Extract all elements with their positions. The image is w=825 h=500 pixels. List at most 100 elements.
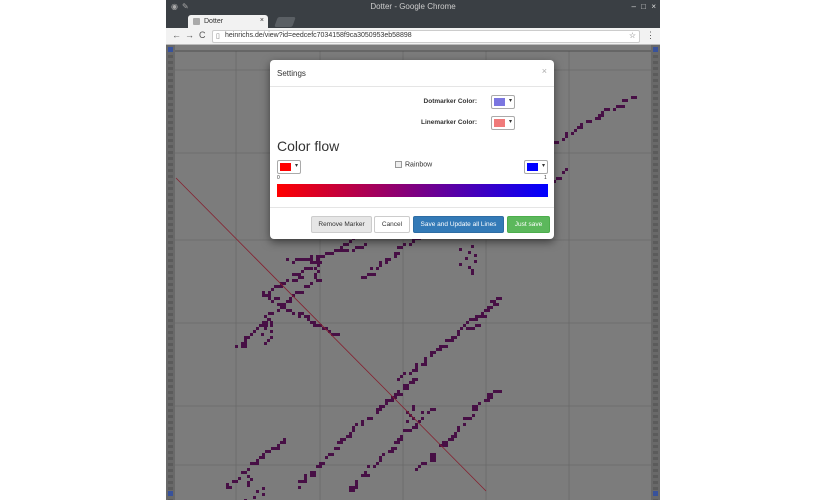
dot-marker — [397, 252, 400, 255]
dot-marker — [457, 330, 460, 333]
reload-button[interactable]: C — [199, 30, 206, 40]
dotmarker-color-picker[interactable]: ▾ — [491, 95, 515, 109]
dot-marker — [307, 315, 310, 318]
remove-marker-button[interactable]: Remove Marker — [311, 216, 372, 233]
save-update-all-lines-button[interactable]: Save and Update all Lines — [413, 216, 504, 233]
dot-marker — [331, 252, 334, 255]
dot-marker — [415, 366, 418, 369]
dot-marker — [403, 384, 406, 387]
dot-marker — [418, 465, 421, 468]
ruler-tick — [653, 163, 658, 166]
ruler-tick — [653, 85, 658, 88]
url-input[interactable]: ▯ heinrichs.de/view?id=eedcefc7034158f9c… — [212, 30, 640, 43]
dot-marker — [301, 270, 304, 273]
dot-marker — [373, 273, 376, 276]
ruler-tick — [653, 451, 658, 454]
page-info-icon[interactable]: ▯ — [216, 33, 220, 40]
ruler-tick — [168, 247, 173, 250]
forward-button[interactable]: → — [185, 30, 194, 40]
tab-dotter[interactable]: Dotter × — [188, 15, 268, 28]
dot-marker — [367, 465, 370, 468]
cancel-button[interactable]: Cancel — [374, 216, 410, 233]
rainbow-checkbox[interactable]: Rainbow — [395, 161, 432, 168]
dot-marker — [433, 351, 436, 354]
dot-marker — [484, 315, 487, 318]
dot-marker — [244, 342, 247, 345]
dot-marker — [301, 291, 304, 294]
dot-marker — [262, 324, 265, 327]
dot-marker — [277, 447, 280, 450]
dot-marker — [352, 249, 355, 252]
dot-marker — [325, 456, 328, 459]
flow-end-color-picker[interactable]: ▾ — [524, 160, 548, 174]
dot-marker — [361, 423, 364, 426]
dot-marker — [247, 481, 250, 484]
dot-plot[interactable] — [166, 45, 660, 500]
ruler-tick — [653, 259, 658, 262]
close-window-button[interactable]: × — [651, 2, 656, 11]
dot-marker — [430, 408, 433, 411]
dot-marker — [427, 411, 430, 414]
flow-end-swatch — [527, 163, 538, 171]
dot-marker — [478, 324, 481, 327]
dot-marker — [283, 282, 286, 285]
dot-marker — [487, 396, 490, 399]
linemarker-color-picker[interactable]: ▾ — [491, 116, 515, 130]
dot-marker — [433, 456, 436, 459]
ruler-tick — [653, 229, 658, 232]
flow-start-color-picker[interactable]: ▾ — [277, 160, 301, 174]
dot-marker — [314, 267, 317, 270]
dot-marker — [364, 243, 367, 246]
dot-marker — [499, 390, 502, 393]
back-button[interactable]: ← — [172, 30, 181, 40]
dot-marker — [475, 324, 478, 327]
close-icon[interactable]: × — [541, 66, 547, 76]
dot-marker — [253, 462, 256, 465]
bookmark-star-icon[interactable]: ☆ — [628, 31, 636, 40]
dot-marker — [280, 306, 283, 309]
dot-marker — [314, 261, 317, 264]
dot-marker — [448, 438, 451, 441]
ruler-tick — [168, 109, 173, 112]
dot-marker — [286, 309, 289, 312]
dot-plot-canvas[interactable]: Settings × Dotmarker Color: ▾ Linemarker… — [166, 45, 660, 500]
dot-marker — [595, 117, 598, 120]
ruler-tick — [168, 409, 173, 412]
dot-marker — [343, 243, 346, 246]
ruler-tick — [168, 187, 173, 190]
dot-marker — [331, 333, 334, 336]
ruler-tick — [653, 91, 658, 94]
chrome-menu-icon[interactable]: ⋮ — [646, 30, 655, 40]
dot-marker — [244, 339, 247, 342]
dot-marker — [352, 426, 355, 429]
title-bar: ◉ ✎ Dotter - Google Chrome – □ × — [166, 0, 660, 14]
dot-marker — [337, 447, 340, 450]
ruler-tick — [168, 397, 173, 400]
tab-close-icon[interactable]: × — [259, 17, 264, 24]
dot-marker — [388, 258, 391, 261]
dot-marker — [385, 261, 388, 264]
ruler-tick — [653, 403, 658, 406]
checkbox-icon[interactable] — [395, 161, 402, 168]
new-tab-button[interactable] — [274, 17, 296, 27]
ruler-tick — [653, 301, 658, 304]
dot-marker — [394, 441, 397, 444]
maximize-button[interactable]: □ — [641, 2, 646, 11]
dot-marker — [421, 462, 424, 465]
dotmarker-color-label: Dotmarker Color: — [423, 98, 477, 105]
dot-marker — [457, 333, 460, 336]
dot-marker — [463, 324, 466, 327]
ruler-tick — [653, 319, 658, 322]
ruler-tick — [168, 121, 173, 124]
minimize-button[interactable]: – — [631, 2, 636, 11]
dot-marker — [304, 477, 307, 480]
dot-marker — [292, 312, 295, 315]
ruler-tick — [168, 343, 173, 346]
dot-marker — [556, 141, 559, 144]
just-save-button[interactable]: Just save — [507, 216, 550, 233]
ruler-tick — [168, 127, 173, 130]
address-bar: ← → C ▯ heinrichs.de/view?id=eedcefc7034… — [166, 28, 660, 45]
ruler-tick — [653, 361, 658, 364]
ruler-tick — [168, 241, 173, 244]
ruler-tick — [168, 301, 173, 304]
